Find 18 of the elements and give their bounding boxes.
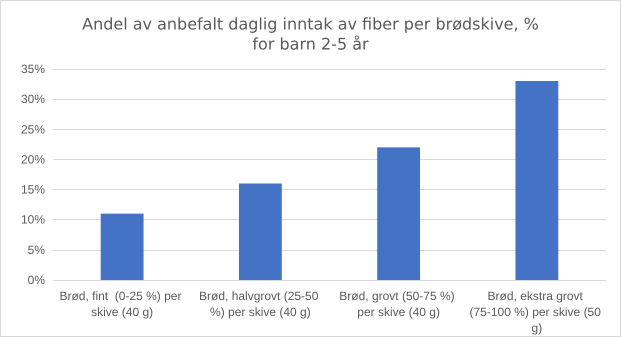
y-tick-label: 10% (20, 212, 46, 227)
x-tick-label: Brød, halvgrovt (25-50 %) per skive (40 g) (199, 289, 322, 319)
chart-title: Andel av anbefalt daglig inntak av fiber per brødskive, % (82, 14, 539, 34)
y-tick-label: 35% (20, 62, 46, 76)
bar (238, 184, 282, 280)
y-tick-label: 5% (28, 242, 46, 257)
y-tick-label: 30% (20, 92, 46, 106)
y-tick-label: 20% (20, 152, 46, 166)
bar (515, 81, 558, 280)
x-tick-label: Brød, grovt (50-75 %) per skive (40 g) (339, 289, 458, 319)
x-tick-label: Brød, ekstra grovt (75-100 %) per skive (50 g) (470, 289, 604, 335)
chart-subtitle: for barn 2-5 år (252, 34, 370, 54)
x-tick-label: Brød, fint (0-25 %) per skive (40 g) (59, 289, 185, 319)
y-tick-label: 25% (20, 122, 46, 136)
y-tick-label: 15% (20, 182, 46, 197)
bar (377, 147, 420, 280)
bar (100, 214, 144, 280)
y-tick-label: 0% (28, 273, 46, 287)
